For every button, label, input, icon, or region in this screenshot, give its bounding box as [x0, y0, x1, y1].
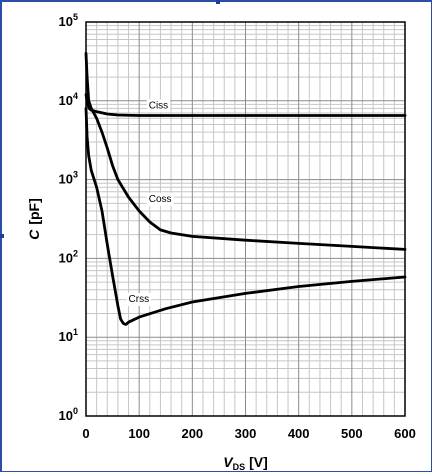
series-labels: Ciss Coss Crss: [126, 99, 174, 306]
series-line-ciss: [84, 93, 407, 117]
series-line-crss: [84, 107, 407, 326]
x-tick-label: 300: [235, 426, 257, 441]
y-tick-label: 105: [59, 12, 78, 29]
x-tick-label: 0: [82, 426, 89, 441]
series-line-coss: [84, 52, 407, 251]
series-label-crss: Crss: [129, 294, 150, 305]
plot-border: [85, 21, 406, 417]
frame-marker-left: [0, 234, 4, 238]
series-label-coss: Coss: [149, 194, 172, 205]
x-tick-label: 500: [341, 426, 363, 441]
series-lines: [84, 52, 407, 326]
y-axis-title-main: C: [26, 229, 42, 240]
x-axis-title-sub: DS: [233, 462, 246, 472]
y-tick-base: 10: [59, 172, 73, 187]
y-tick-exp: 5: [73, 12, 78, 22]
frame-marker-top: [216, 0, 220, 4]
x-axis-title-main: V: [223, 454, 234, 470]
x-axis-title: VDS [V]: [223, 454, 268, 472]
series-label-ciss: Ciss: [149, 100, 168, 111]
y-tick-base: 10: [59, 408, 73, 423]
x-axis-ticks: 0 100 200 300 400 500 600: [82, 426, 415, 441]
x-tick-label: 600: [394, 426, 416, 441]
y-tick-exp: 1: [73, 327, 78, 337]
y-tick-label: 103: [59, 170, 78, 187]
y-tick-label: 101: [59, 327, 78, 344]
y-tick-exp: 2: [73, 248, 78, 258]
y-tick-base: 10: [59, 14, 73, 29]
x-tick-label: 200: [181, 426, 203, 441]
series-label-bg: [146, 99, 171, 113]
y-tick-base: 10: [59, 93, 73, 108]
y-tick-exp: 3: [73, 170, 78, 180]
y-tick-exp: 0: [73, 406, 78, 416]
y-tick-exp: 4: [73, 91, 78, 101]
series-label-bg: [126, 292, 152, 306]
y-axis-title: C [pF]: [26, 198, 42, 240]
grid-major: [86, 22, 405, 416]
x-tick-label: 100: [128, 426, 150, 441]
x-axis-title-unit: [V]: [249, 454, 268, 470]
series-label-bg: [146, 192, 174, 206]
x-tick-label: 400: [288, 426, 310, 441]
y-tick-label: 104: [59, 91, 78, 108]
y-tick-label: 100: [59, 406, 78, 423]
y-tick-label: 102: [59, 248, 78, 265]
y-axis-title-unit: [pF]: [26, 198, 42, 224]
y-tick-base: 10: [59, 329, 73, 344]
y-tick-base: 10: [59, 250, 73, 265]
